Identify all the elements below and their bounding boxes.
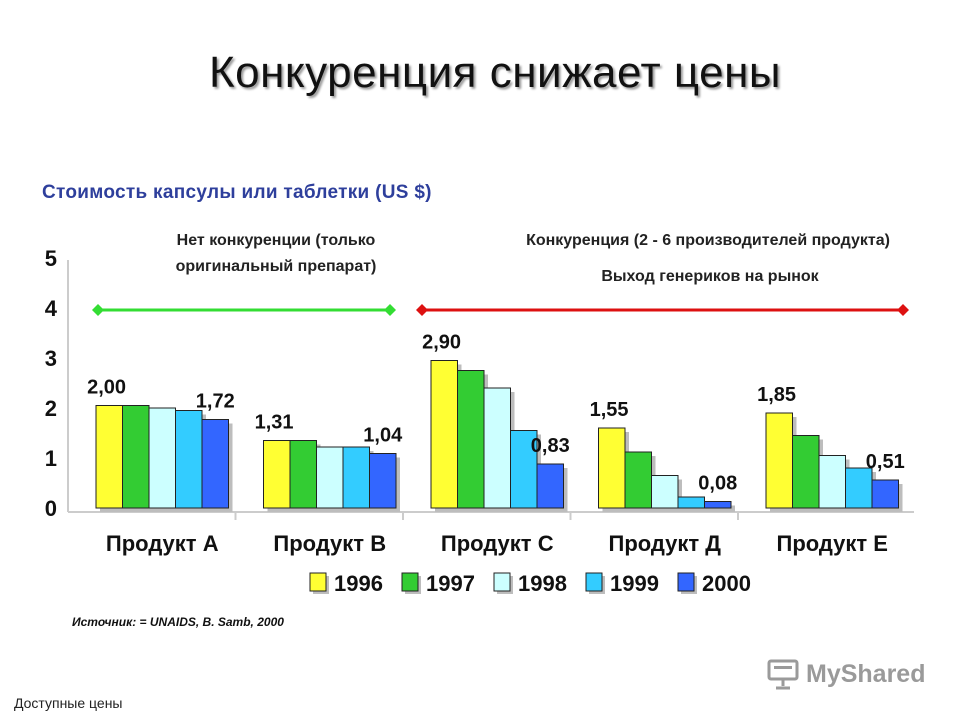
bar-1998-3	[651, 475, 679, 509]
bar-1999-1	[342, 446, 370, 509]
data-label: 1,85	[757, 384, 796, 406]
bar-1997-3	[624, 451, 652, 509]
legend-label: 2000	[702, 571, 751, 596]
bar-1996-1	[263, 440, 291, 509]
bar-2000-0	[201, 419, 229, 509]
page-title: Конкуренция снижает цены	[209, 48, 781, 97]
presentation-icon	[767, 659, 799, 690]
bar-2000-2	[536, 463, 564, 509]
no-competition-note: Нет конкуренции (только оригинальный пре…	[175, 232, 377, 275]
bar-1997-4	[792, 435, 820, 509]
chart-subtitle: Стоимость капсулы или таблетки (US $)	[42, 182, 432, 203]
competition-marker-left	[416, 304, 428, 316]
legend-swatch-1999	[585, 572, 603, 592]
bar-1996-4	[765, 412, 793, 509]
legend-swatch-1998	[493, 572, 511, 592]
data-label: 2,90	[422, 332, 461, 354]
bar-1999-4	[845, 467, 873, 509]
competition-marker-right	[897, 304, 909, 316]
bar-1997-0	[122, 405, 150, 509]
y-tick-label: 2	[45, 396, 57, 421]
source-note: Источник: = UNAIDS, B. Samb, 2000	[72, 615, 284, 629]
bar-1996-3	[598, 427, 626, 509]
y-tick-label: 4	[45, 296, 58, 321]
footer-text: Доступные цены	[14, 695, 123, 711]
legend-label: 1997	[426, 571, 475, 596]
bar-1997-1	[289, 440, 317, 509]
bar-2000-1	[369, 453, 397, 509]
data-label: 1,04	[363, 425, 403, 447]
bar-2000-3	[704, 501, 732, 509]
legend-swatch-2000	[677, 572, 695, 592]
category-label: Продукт Е	[777, 531, 888, 556]
data-label: 0,08	[698, 473, 737, 495]
bar-1999-3	[677, 496, 705, 509]
category-label: Продукт В	[273, 531, 386, 556]
bar-1996-2	[430, 360, 458, 509]
bar-2000-4	[871, 479, 899, 509]
legend-swatch-1997	[401, 572, 419, 592]
y-tick-label: 5	[45, 246, 57, 271]
data-label: 1,72	[196, 391, 235, 413]
legend-label: 1996	[334, 571, 383, 596]
competition-note: Конкуренция (2 - 6 производителей продук…	[526, 232, 890, 249]
bar-1998-0	[148, 407, 176, 509]
bar-shadow	[708, 505, 735, 512]
y-tick-label: 3	[45, 346, 57, 371]
no-competition-marker-left	[92, 304, 104, 316]
legend-label: 1999	[610, 571, 659, 596]
bar-1999-0	[175, 410, 203, 509]
y-tick-label: 1	[45, 446, 57, 471]
data-label: 2,00	[87, 377, 126, 399]
category-label: Продукт С	[441, 531, 554, 556]
bar-1998-2	[483, 387, 511, 509]
category-label: Продукт Д	[609, 531, 722, 556]
data-label: 1,55	[590, 399, 629, 421]
data-label: 0,51	[866, 451, 905, 473]
no-competition-marker-right	[384, 304, 396, 316]
data-label: 0,83	[531, 435, 570, 457]
y-tick-label: 0	[45, 496, 57, 521]
watermark-text: MyShared	[806, 659, 926, 688]
legend-swatch-1996	[309, 572, 327, 592]
bar-1999-2	[510, 430, 538, 509]
bar-1996-0	[95, 405, 123, 509]
watermark: MyShared	[766, 656, 925, 692]
category-label: Продукт А	[106, 531, 219, 556]
data-label: 1,31	[255, 412, 294, 434]
bar-1998-1	[316, 446, 344, 509]
legend-label: 1998	[518, 571, 567, 596]
generics-note: Выход генериков на рынок	[601, 268, 819, 285]
bar-1997-2	[457, 370, 485, 509]
bar-1998-4	[818, 455, 846, 509]
